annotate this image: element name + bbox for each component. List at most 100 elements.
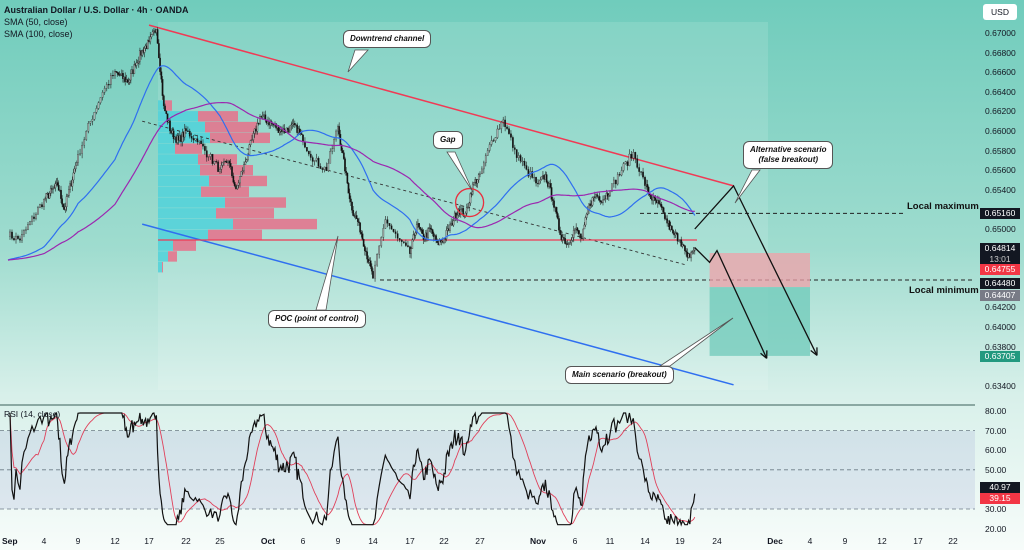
- candle-bullish: [583, 224, 586, 230]
- candle-bearish: [165, 110, 168, 114]
- candle-bullish: [502, 119, 505, 123]
- candle-bearish: [599, 200, 602, 202]
- candle-bullish: [449, 224, 451, 231]
- channel-mid-line: [142, 120, 688, 266]
- candle-bearish: [347, 183, 350, 194]
- candle-bullish: [585, 213, 588, 218]
- candle-bullish: [382, 228, 385, 238]
- candle-bullish: [9, 231, 11, 237]
- candle-bullish: [114, 71, 116, 76]
- take-profit-zone: [709, 287, 810, 356]
- candle-bullish: [521, 160, 524, 163]
- candle-bullish: [135, 62, 138, 66]
- candle-bullish: [674, 232, 677, 236]
- candle-bearish: [202, 143, 204, 147]
- candle-bullish: [21, 234, 23, 241]
- candle-bearish: [550, 187, 553, 200]
- time-axis-tick: Nov: [529, 536, 547, 546]
- candle-bearish: [204, 146, 206, 151]
- candle-bullish: [97, 102, 100, 109]
- candle-bullish: [376, 254, 378, 266]
- vp-up-bar: [158, 218, 233, 230]
- candle-bearish: [231, 166, 233, 177]
- sma-100-label[interactable]: SMA (100, close): [4, 29, 73, 39]
- candle-bullish: [476, 179, 479, 184]
- candle-bullish: [483, 162, 485, 170]
- candle-bullish: [209, 154, 212, 157]
- candle-bullish: [43, 198, 45, 208]
- sma-50-label[interactable]: SMA (50, close): [4, 17, 68, 27]
- candle-bullish: [490, 140, 493, 145]
- rsi-tag-ma: 39.15: [980, 493, 1020, 504]
- candle-bullish: [611, 183, 613, 192]
- time-axis-tick: 14: [640, 536, 650, 546]
- candle-bullish: [469, 193, 472, 204]
- candle-bearish: [549, 183, 552, 188]
- candle-bearish: [589, 203, 592, 206]
- candle-bullish: [494, 137, 497, 141]
- candle-bearish: [515, 149, 518, 158]
- candle-bearish: [558, 218, 560, 231]
- candle-bullish: [691, 251, 694, 253]
- candle-bullish: [313, 159, 316, 162]
- price-axis-tick: 0.64200: [985, 302, 1016, 313]
- candle-bullish: [456, 214, 459, 219]
- candle-bullish: [496, 128, 499, 138]
- candle-bearish: [626, 161, 629, 166]
- candle-bullish: [136, 62, 139, 64]
- candle-bullish: [410, 248, 412, 254]
- candle-bullish: [620, 170, 623, 176]
- price-tag-last: 0.64814 13:01: [980, 243, 1020, 265]
- vp-down-bar: [173, 240, 196, 251]
- time-axis-tick: 27: [475, 536, 485, 546]
- candle-bullish: [237, 182, 240, 186]
- price-tag-entry: 0.64407: [980, 290, 1020, 301]
- candle-bullish: [198, 140, 201, 143]
- candle-bullish: [479, 173, 481, 175]
- time-axis-tick: 14: [368, 536, 378, 546]
- rsi-axis-tick: 30.00: [985, 504, 1007, 514]
- candle-bearish: [658, 200, 660, 204]
- rsi-label[interactable]: RSI (14, close): [4, 409, 61, 419]
- candle-bullish: [384, 219, 387, 229]
- candle-bearish: [363, 246, 366, 252]
- rsi-axis-tick: 70.00: [985, 425, 1007, 436]
- candle-bearish: [646, 184, 649, 188]
- candle-bullish: [590, 204, 593, 207]
- vp-up-bar: [158, 251, 168, 262]
- candle-bearish: [164, 105, 166, 112]
- candle-bearish: [162, 95, 165, 107]
- candle-bearish: [33, 216, 35, 219]
- currency-button[interactable]: USD: [983, 4, 1017, 20]
- price-axis-tick: 0.65800: [985, 145, 1016, 156]
- candle-bearish: [682, 244, 685, 246]
- candle-bullish: [572, 230, 575, 238]
- candle-bullish: [248, 144, 251, 155]
- candle-bearish: [355, 215, 358, 219]
- candle-bearish: [508, 128, 510, 134]
- bar-countdown: 13:01: [989, 254, 1011, 264]
- candle-bearish: [444, 238, 447, 240]
- candle-bullish: [278, 130, 281, 133]
- candle-bullish: [571, 237, 574, 241]
- candle-bearish: [430, 228, 433, 230]
- candle-bullish: [49, 188, 52, 194]
- alternative-scenario-line2: (false breakout): [758, 155, 819, 164]
- vp-up-bar: [158, 186, 201, 197]
- candle-bearish: [361, 233, 364, 240]
- price-axis-tick: 0.67000: [985, 28, 1016, 38]
- candle-bullish: [452, 220, 455, 226]
- candle-bearish: [362, 239, 365, 247]
- candle-bullish: [48, 193, 51, 199]
- callout-pointer: [446, 151, 474, 193]
- candle-bearish: [190, 136, 193, 139]
- candle-bearish: [559, 229, 562, 235]
- candle-bullish: [110, 74, 112, 85]
- candle-bearish: [512, 137, 514, 148]
- candle-bearish: [519, 155, 522, 162]
- vp-up-bar: [158, 132, 210, 144]
- candle-bullish: [486, 150, 489, 156]
- candle-bearish: [419, 227, 422, 230]
- candle-bullish: [289, 125, 292, 133]
